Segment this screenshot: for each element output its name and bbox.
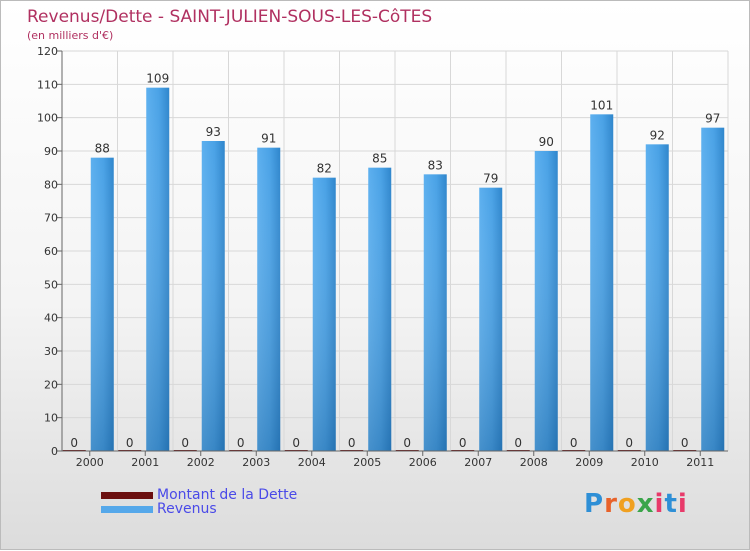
- y-tick-label: 10: [44, 412, 58, 425]
- x-tick-label: 2000: [76, 456, 104, 469]
- y-tick-label: 60: [44, 245, 58, 258]
- x-tick-label: 2010: [631, 456, 659, 469]
- y-tick-label: 30: [44, 345, 58, 358]
- data-label-revenus: 97: [705, 112, 720, 126]
- x-tick-label: 2004: [298, 456, 326, 469]
- data-label-revenus: 101: [590, 98, 613, 112]
- data-label-revenus: 85: [372, 152, 387, 166]
- data-label-dette: 0: [237, 436, 245, 450]
- bar-revenus-shade: [479, 187, 503, 451]
- bar-revenus-shade: [645, 144, 669, 452]
- x-tick-label: 2006: [409, 456, 437, 469]
- bar-revenus-shade: [534, 151, 558, 451]
- y-tick-label: 110: [37, 78, 58, 91]
- data-label-revenus: 83: [428, 158, 443, 172]
- bar-revenus-shade: [701, 127, 725, 452]
- legend-item-dette: Montant de la Dette: [101, 487, 297, 503]
- data-label-revenus: 82: [317, 162, 332, 176]
- data-label-dette: 0: [625, 436, 633, 450]
- data-label-dette: 0: [348, 436, 356, 450]
- legend-swatch-revenus: [101, 505, 153, 513]
- bar-revenus-shade: [201, 141, 225, 451]
- data-label-revenus: 92: [650, 128, 665, 142]
- data-label-revenus: 109: [146, 72, 169, 86]
- data-label-dette: 0: [126, 436, 134, 450]
- data-label-dette: 0: [292, 436, 300, 450]
- x-tick-label: 2002: [187, 456, 215, 469]
- data-label-dette: 0: [459, 436, 467, 450]
- x-tick-label: 2008: [520, 456, 548, 469]
- x-tick-label: 2003: [242, 456, 270, 469]
- legend-label-dette: Montant de la Dette: [157, 487, 298, 503]
- bar-revenus-shade: [90, 157, 114, 451]
- x-tick-label: 2005: [353, 456, 381, 469]
- x-tick-label: 2001: [131, 456, 159, 469]
- x-tick-label: 2009: [575, 456, 603, 469]
- y-tick-label: 40: [44, 312, 58, 325]
- y-tick-label: 120: [37, 45, 58, 58]
- x-tick-label: 2011: [686, 456, 714, 469]
- data-label-dette: 0: [681, 436, 689, 450]
- bar-revenus-shade: [312, 177, 336, 451]
- y-tick-label: 70: [44, 212, 58, 225]
- data-label-dette: 0: [570, 436, 578, 450]
- legend-swatch-dette: [101, 491, 153, 499]
- chart-title: Revenus/Dette - SAINT-JULIEN-SOUS-LES-Cô…: [27, 7, 433, 27]
- data-label-dette: 0: [403, 436, 411, 450]
- bar-revenus-shade: [257, 147, 281, 451]
- data-label-dette: 0: [70, 436, 78, 450]
- y-tick-label: 0: [51, 445, 58, 458]
- y-tick-label: 90: [44, 145, 58, 158]
- y-tick-label: 20: [44, 378, 58, 391]
- bar-revenus-shade: [423, 174, 447, 452]
- bar-revenus-shade: [368, 167, 392, 451]
- data-label-revenus: 88: [95, 142, 110, 156]
- y-tick-label: 100: [37, 112, 58, 125]
- x-tick-label: 2007: [464, 456, 492, 469]
- data-label-dette: 0: [514, 436, 522, 450]
- data-label-revenus: 79: [483, 172, 498, 186]
- y-tick-label: 80: [44, 178, 58, 191]
- bar-revenus-shade: [146, 87, 170, 452]
- bar-revenus-shade: [590, 114, 614, 451]
- data-label-revenus: 90: [539, 135, 554, 149]
- y-tick-label: 50: [44, 278, 58, 291]
- chart-subtitle: (en milliers d'€): [27, 29, 114, 42]
- data-label-revenus: 93: [206, 125, 221, 139]
- legend-item-revenus: Revenus: [101, 501, 217, 517]
- data-label-revenus: 91: [261, 132, 276, 146]
- data-label-dette: 0: [181, 436, 189, 450]
- legend-label-revenus: Revenus: [157, 501, 217, 517]
- proxiti-logo: Proxiti: [584, 489, 688, 519]
